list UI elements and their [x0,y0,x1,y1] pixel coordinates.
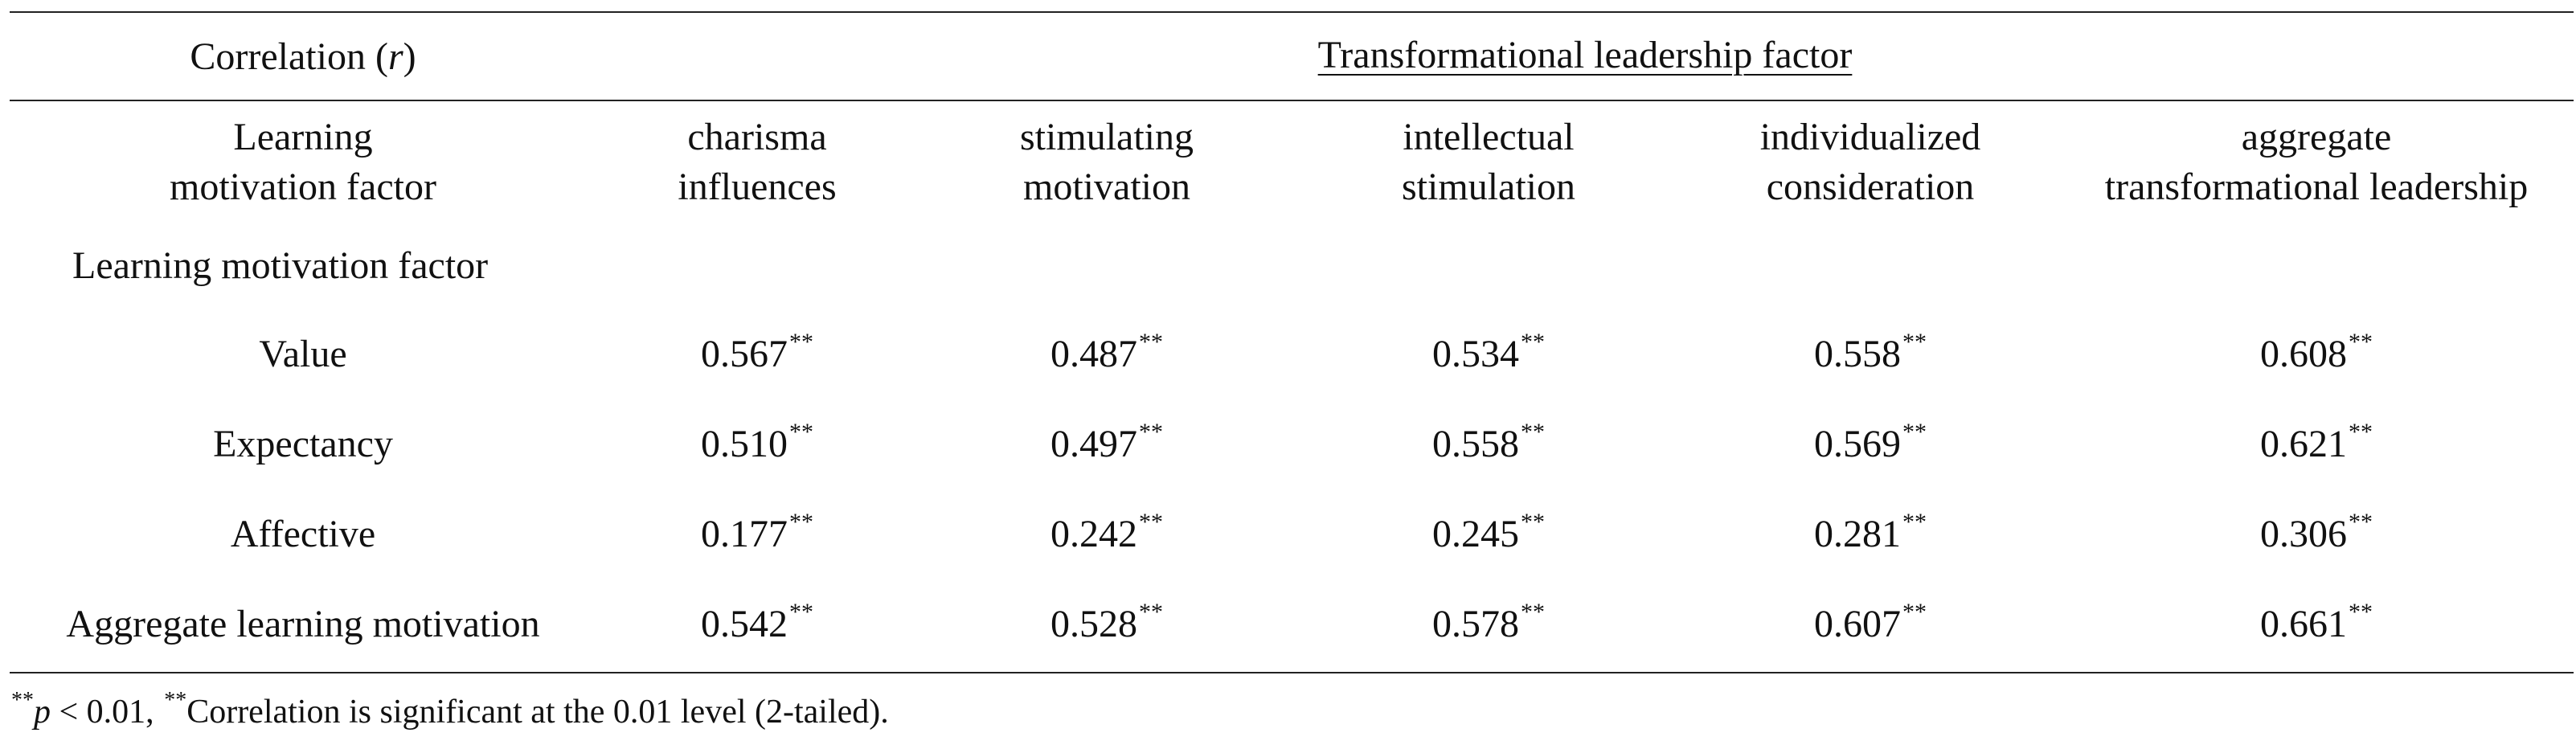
row-label: Affective [230,513,376,555]
row-label: Value [259,333,347,375]
table-cell: 0.306** [2260,509,2373,556]
table-top-rule [10,11,2574,13]
row-header-label: Learning motivation factor [170,116,436,208]
table-cell: 0.569** [1814,419,1927,466]
row-label: Expectancy [213,423,393,465]
table-cell: 0.578** [1432,599,1545,646]
group-header: Transformational leadership factor [1317,34,1853,76]
table-cell: 0.487** [1050,329,1163,376]
table-cell: 0.245** [1432,509,1545,556]
table-cell: 0.621** [2260,419,2373,466]
table-cell: 0.281** [1814,509,1927,556]
section-label: Learning motivation factor [72,244,489,287]
column-header-intellectual: intellectual stimulation [1402,116,1575,208]
table-cell: 0.497** [1050,419,1163,466]
corner-header: Correlation (r) [190,35,416,78]
table-cell: 0.607** [1814,599,1927,646]
table-cell: 0.542** [701,599,813,646]
table-cell: 0.661** [2260,599,2373,646]
table-cell: 0.567** [701,329,813,376]
column-header-stimulating: stimulating motivation [1020,116,1194,208]
column-header-aggregate: aggregate transformational leadership [2104,116,2529,208]
table-cell: 0.558** [1432,419,1545,466]
row-label: Aggregate learning motivation [66,603,540,645]
table-cell: 0.558** [1814,329,1927,376]
header-rule [10,100,2574,101]
table-cell: 0.608** [2260,329,2373,376]
table-cell: 0.177** [701,509,813,556]
column-header-charisma: charisma influences [678,116,837,208]
table-cell: 0.528** [1050,599,1163,646]
table-bottom-rule [10,672,2574,673]
table-cell: 0.510** [701,419,813,466]
table-cell: 0.534** [1432,329,1545,376]
table-cell: 0.242** [1050,509,1163,556]
column-header-individualized: individualized consideration [1759,116,1981,208]
table-footnote: **p < 0.01, **Correlation is significant… [11,688,889,731]
